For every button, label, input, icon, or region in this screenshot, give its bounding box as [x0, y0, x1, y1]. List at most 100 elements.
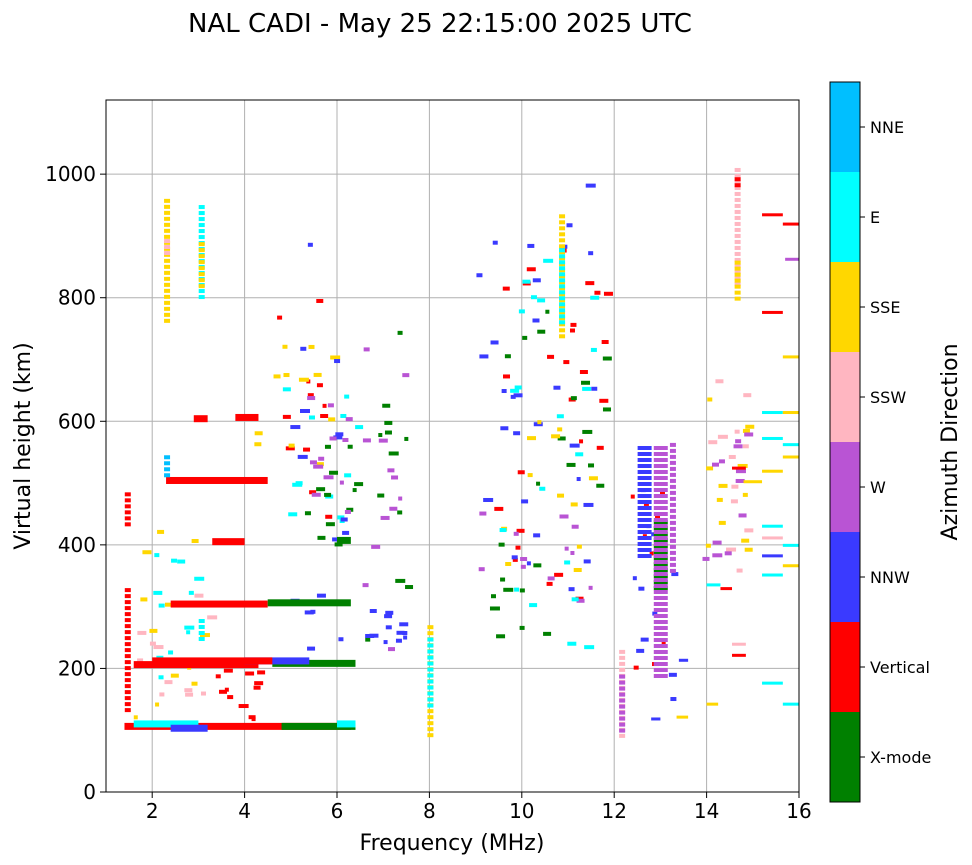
echo-point — [369, 609, 377, 614]
echo-point — [527, 473, 533, 478]
echo-point — [514, 587, 520, 592]
echo-point — [339, 480, 344, 485]
echo-column-cell — [637, 458, 652, 462]
echo-column-cell — [637, 488, 652, 492]
echo-column-cell — [669, 508, 676, 513]
echo-column-cell — [734, 275, 741, 280]
echo-column-cell — [619, 674, 626, 679]
echo-column-cell — [559, 316, 566, 321]
echo-point — [738, 513, 747, 518]
echo-column-cell — [653, 580, 668, 585]
y-tick-label: 0 — [83, 780, 96, 804]
echo-point — [384, 614, 393, 619]
echo-trace — [281, 722, 356, 730]
echo-segment — [762, 524, 783, 528]
echo-segment — [678, 658, 689, 662]
echo-segment — [762, 681, 783, 685]
echo-point — [718, 520, 726, 525]
echo-point — [316, 462, 324, 467]
x-tick-label: 14 — [694, 799, 719, 823]
echo-point — [532, 278, 541, 283]
echo-column-cell — [653, 526, 668, 531]
echo-point — [599, 398, 609, 403]
echo-column-cell — [637, 548, 652, 552]
echo-point — [511, 555, 518, 560]
echo-column-cell — [669, 478, 676, 483]
echo-point — [735, 478, 745, 483]
echo-point — [344, 394, 350, 399]
echo-column-cell — [559, 308, 566, 313]
echo-column-cell — [559, 322, 566, 327]
echo-point — [403, 635, 408, 640]
echo-point — [742, 492, 748, 497]
echo-point — [342, 530, 350, 535]
echo-column-cell — [653, 620, 668, 624]
echo-point — [545, 309, 550, 314]
echo-segment — [782, 455, 799, 459]
echo-point — [149, 628, 158, 633]
echo-point — [718, 483, 728, 488]
echo-column-cell — [427, 643, 434, 648]
echo-point — [191, 538, 199, 543]
echo-point — [516, 528, 525, 533]
echo-column-cell — [653, 656, 668, 660]
echo-column-cell — [164, 473, 171, 478]
echo-column-cell — [669, 562, 676, 567]
echo-point — [332, 537, 338, 542]
echo-column-cell — [653, 536, 668, 540]
echo-segment — [782, 564, 799, 568]
echo-column-cell — [653, 554, 668, 558]
echo-point — [476, 273, 483, 278]
echo-column-cell — [653, 568, 668, 573]
echo-column-cell — [198, 637, 205, 641]
echo-point — [596, 483, 605, 488]
echo-point — [340, 413, 347, 418]
echo-column-cell — [653, 542, 668, 546]
echo-column-cell — [619, 704, 626, 709]
echo-column-cell — [198, 235, 205, 240]
echo-point — [510, 394, 516, 399]
echo-point — [502, 286, 510, 291]
echo-point — [581, 380, 591, 385]
echo-column-cell — [559, 296, 566, 301]
echo-point — [158, 675, 164, 680]
echo-point — [498, 542, 505, 547]
echo-segment — [782, 702, 799, 706]
echo-point — [325, 514, 333, 519]
echo-column-cell — [164, 228, 171, 233]
echo-column-cell — [164, 312, 171, 317]
echo-column-cell — [559, 302, 566, 307]
echo-point — [322, 403, 327, 408]
echo-column-cell — [427, 667, 434, 672]
echo-point — [744, 528, 754, 533]
echo-point — [501, 389, 507, 394]
echo-column-cell — [734, 257, 741, 262]
echo-column-cell — [198, 211, 205, 216]
echo-point — [362, 438, 371, 443]
echo-segment — [651, 717, 661, 721]
echo-point — [533, 422, 543, 427]
echo-segment — [732, 466, 746, 470]
echo-point — [670, 697, 677, 702]
echo-point — [404, 436, 409, 441]
echo-column-cell — [653, 494, 668, 498]
echo-point — [285, 446, 295, 451]
echo-column-cell — [653, 532, 668, 537]
echo-point — [591, 386, 598, 391]
echo-point — [557, 493, 565, 498]
echo-point — [308, 344, 315, 349]
echo-column-cell — [124, 624, 131, 629]
echo-point — [590, 347, 597, 352]
echo-column-cell — [734, 177, 741, 182]
echo-point — [492, 240, 498, 245]
echo-point — [513, 393, 523, 398]
echo-point — [245, 671, 255, 676]
echo-point — [730, 499, 738, 504]
echo-point — [702, 556, 710, 561]
echo-column-cell — [198, 284, 205, 289]
echo-point — [520, 564, 526, 569]
echo-point — [712, 462, 720, 467]
plot-area — [124, 167, 799, 738]
echo-column-cell — [637, 446, 652, 450]
echo-trace — [337, 720, 356, 728]
